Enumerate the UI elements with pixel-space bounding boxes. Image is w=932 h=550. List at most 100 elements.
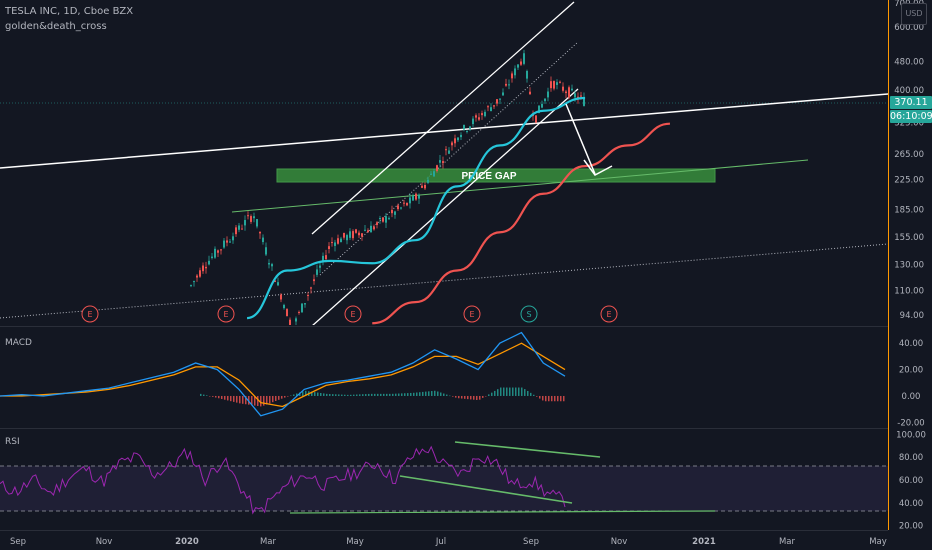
candle-body: [517, 64, 519, 68]
macd-histogram-bar: [560, 395, 562, 402]
pane-frame: [0, 0, 889, 531]
candle-body: [421, 185, 423, 188]
macd-tick-label: 0.00: [902, 392, 921, 402]
macd-histogram-bar: [353, 394, 355, 396]
macd-histogram-bar: [347, 394, 349, 396]
candle-body: [520, 61, 522, 65]
macd-histogram-bar: [317, 392, 319, 396]
macd-histogram-bar: [257, 395, 259, 406]
macd-histogram-bar: [293, 394, 295, 396]
candle-body: [478, 117, 480, 120]
currency-label: USD: [905, 9, 923, 18]
candle-body: [583, 97, 585, 106]
macd-histogram-bar: [422, 391, 424, 396]
macd-histogram-bar: [323, 393, 325, 396]
macd-histogram-bar: [548, 395, 550, 402]
green-trendline[interactable]: [231, 159, 809, 213]
rsi-band: [0, 466, 888, 511]
macd-histogram-bar: [488, 394, 490, 396]
candle-body: [388, 218, 390, 220]
candle-body: [223, 240, 225, 248]
candle-body: [331, 242, 333, 244]
candle-body: [529, 91, 531, 95]
macd-histogram-bar: [227, 395, 229, 401]
macd-histogram-bar: [275, 395, 277, 401]
candle-body: [430, 173, 432, 175]
rsi-support[interactable]: [289, 510, 716, 514]
macd-histogram-bar: [386, 393, 388, 396]
macd-histogram-bar: [563, 395, 565, 402]
macd-histogram-bar: [221, 395, 223, 399]
macd-histogram-bar: [404, 393, 406, 396]
candle-body: [358, 232, 360, 236]
rsi-title: RSI: [5, 437, 20, 447]
candle-body: [283, 304, 285, 309]
dotted-channel-mid[interactable]: [319, 41, 579, 276]
rsi-pane: [0, 441, 888, 515]
y-tick-label: 185.00: [894, 206, 924, 216]
candle-body: [469, 126, 471, 129]
macd-histogram-bar: [251, 395, 253, 406]
candle-body: [349, 231, 351, 238]
macd-histogram-bar: [527, 390, 529, 396]
macd-histogram-bar: [341, 394, 343, 396]
rsi-tick-label: 40.00: [899, 499, 923, 509]
candle-body: [538, 105, 540, 114]
price-pane: PRICE GAP E E E E S E: [0, 1, 888, 329]
candle-body: [568, 87, 570, 98]
candle-body: [310, 287, 312, 289]
macd-histogram-bar: [416, 392, 418, 396]
rsi-tick-label: 60.00: [899, 476, 923, 486]
macd-histogram-bar: [296, 393, 298, 396]
candle-body: [505, 83, 507, 86]
dotted-trendline-lower[interactable]: [0, 243, 888, 319]
candle-body: [451, 142, 453, 146]
macd-histogram-bar: [542, 395, 544, 401]
candle-body: [241, 228, 243, 230]
macd-histogram-bar: [455, 395, 457, 398]
macd-histogram-bar: [500, 387, 502, 396]
candle-body: [292, 328, 294, 329]
macd-histogram-bar: [278, 395, 280, 400]
y-axis[interactable]: 700.00600.00480.00400.00325.00265.00225.…: [894, 0, 926, 532]
macd-histogram-bar: [419, 392, 421, 396]
macd-histogram-bar: [458, 395, 460, 399]
candles: [190, 49, 585, 329]
macd-histogram-bar: [272, 395, 274, 403]
sma200-line: [372, 122, 671, 325]
macd-histogram-bar: [203, 394, 205, 396]
candle-body: [511, 73, 513, 79]
candle-body: [295, 318, 297, 322]
candle-body: [346, 235, 348, 241]
channel-lower-line[interactable]: [312, 88, 579, 326]
rsi-tick-label: 100.00: [896, 430, 926, 440]
macd-title: MACD: [5, 338, 32, 348]
candle-body: [400, 207, 402, 209]
event-marker-circle: [600, 305, 618, 323]
macd-histogram-bar: [497, 389, 499, 396]
macd-histogram-bar: [377, 393, 379, 396]
candle-body: [409, 197, 411, 204]
x-tick-label: May: [346, 537, 364, 547]
rsi-tick-label: 80.00: [899, 453, 923, 463]
countdown-tag: 06:10:09: [890, 110, 932, 123]
rsi-divergence-lower[interactable]: [399, 475, 573, 504]
channel-upper-line[interactable]: [311, 1, 575, 235]
candle-body: [268, 263, 270, 265]
currency-badge: USD: [901, 3, 927, 25]
symbol-title[interactable]: TESLA INC, 1D, Cboe BZX: [5, 6, 134, 17]
macd-histogram-bar: [218, 395, 220, 399]
x-axis[interactable]: Sep Nov 2020 Mar May Jul Sep Nov 2021 Mar May: [10, 537, 887, 547]
indicator-title[interactable]: golden&death_cross: [5, 21, 107, 32]
rsi-tick-label: 20.00: [899, 522, 923, 532]
macd-histogram-bar: [215, 395, 217, 398]
rsi-divergence-upper[interactable]: [454, 441, 601, 458]
candle-body: [244, 220, 246, 226]
candle-body: [355, 229, 357, 233]
candle-body: [394, 211, 396, 215]
event-marker-label: E: [350, 310, 355, 319]
macd-histogram-bar: [395, 393, 397, 396]
resistance-line[interactable]: [0, 93, 888, 169]
